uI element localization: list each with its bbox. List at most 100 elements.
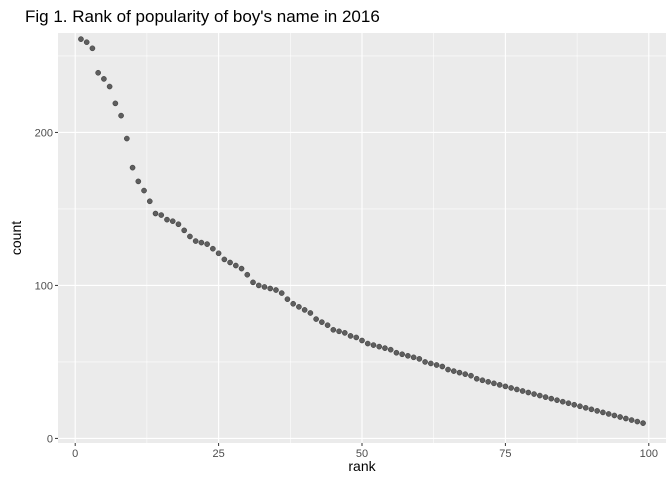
x-tick-label: 50 (356, 448, 368, 460)
axis-ticks (55, 131, 650, 446)
data-point (531, 391, 537, 397)
data-point (181, 227, 188, 234)
y-tick-label: 200 (35, 127, 53, 139)
data-point (502, 383, 509, 390)
data-point (456, 369, 463, 376)
major-gridlines (58, 33, 666, 443)
data-point (152, 210, 159, 217)
x-tick-label: 100 (640, 448, 658, 460)
data-point (445, 366, 451, 373)
data-point (468, 372, 474, 379)
data-point (244, 271, 251, 278)
data-point (617, 414, 623, 420)
data-point (250, 279, 256, 286)
data-point (318, 319, 325, 325)
data-point (261, 284, 268, 290)
data-point (307, 310, 314, 316)
data-point (605, 411, 612, 417)
data-point (600, 409, 606, 416)
data-point (267, 285, 274, 292)
data-point (215, 250, 222, 257)
data-point (192, 238, 199, 244)
data-point (594, 408, 601, 414)
data-point (399, 351, 406, 358)
data-point (158, 212, 165, 218)
data-point (479, 377, 486, 384)
data-point (89, 45, 96, 52)
data-point (508, 385, 514, 391)
data-point (525, 389, 532, 396)
data-point (622, 415, 629, 422)
data-point (255, 282, 262, 289)
data-point (542, 394, 549, 400)
data-point (273, 287, 279, 293)
data-point (278, 290, 285, 296)
data-point (101, 76, 107, 82)
data-point (284, 296, 291, 303)
data-point (313, 316, 319, 322)
data-point (376, 343, 383, 350)
data-point (175, 221, 182, 228)
data-point (416, 356, 423, 362)
y-tick-labels: 0 100 200 (35, 127, 53, 445)
data-point (210, 245, 216, 252)
data-point (187, 233, 193, 240)
data-point (238, 265, 245, 272)
data-point (514, 386, 520, 393)
data-point (106, 83, 113, 90)
data-point (405, 352, 411, 359)
data-point (410, 354, 417, 361)
y-tick-label: 0 (47, 433, 53, 445)
data-point (169, 218, 176, 225)
data-point (359, 337, 365, 344)
data-point (290, 300, 297, 307)
data-point (164, 216, 170, 223)
data-point (588, 406, 595, 413)
data-point (353, 334, 360, 341)
x-tick-labels: 0 25 50 75 100 (72, 448, 658, 460)
data-point (433, 362, 440, 368)
x-tick-label: 0 (72, 448, 78, 460)
data-point (393, 349, 400, 356)
x-tick-label: 75 (499, 448, 511, 460)
data-point (146, 198, 153, 205)
data-point (554, 397, 560, 404)
data-point (382, 345, 388, 351)
data-point (112, 100, 119, 107)
data-point (611, 412, 618, 419)
data-point (450, 368, 457, 374)
data-point (141, 187, 147, 194)
data-point (364, 340, 371, 347)
data-point (559, 398, 566, 405)
data-points (78, 36, 646, 426)
y-axis-title: count (8, 221, 24, 255)
data-point (123, 135, 130, 142)
data-point (491, 380, 497, 387)
data-point (422, 359, 428, 365)
data-point (232, 262, 239, 269)
data-point (496, 382, 503, 388)
data-point (640, 420, 646, 426)
data-point (634, 418, 641, 425)
data-point (296, 303, 302, 310)
data-point (462, 371, 469, 378)
data-point (387, 346, 394, 353)
chart-title: Fig 1. Rank of popularity of boy's name … (25, 7, 380, 26)
data-point (227, 259, 233, 266)
data-point (347, 333, 354, 339)
data-point (370, 342, 377, 348)
data-point (548, 395, 555, 402)
data-point (198, 239, 205, 246)
data-point (473, 375, 480, 382)
data-point (571, 401, 578, 408)
data-point (519, 388, 526, 394)
data-point (341, 330, 348, 336)
data-point (204, 241, 210, 247)
data-point (83, 39, 90, 46)
x-tick-label: 25 (212, 448, 224, 460)
data-point (129, 164, 136, 171)
data-point (536, 392, 543, 399)
data-point (427, 360, 434, 367)
y-tick-label: 100 (35, 280, 53, 292)
